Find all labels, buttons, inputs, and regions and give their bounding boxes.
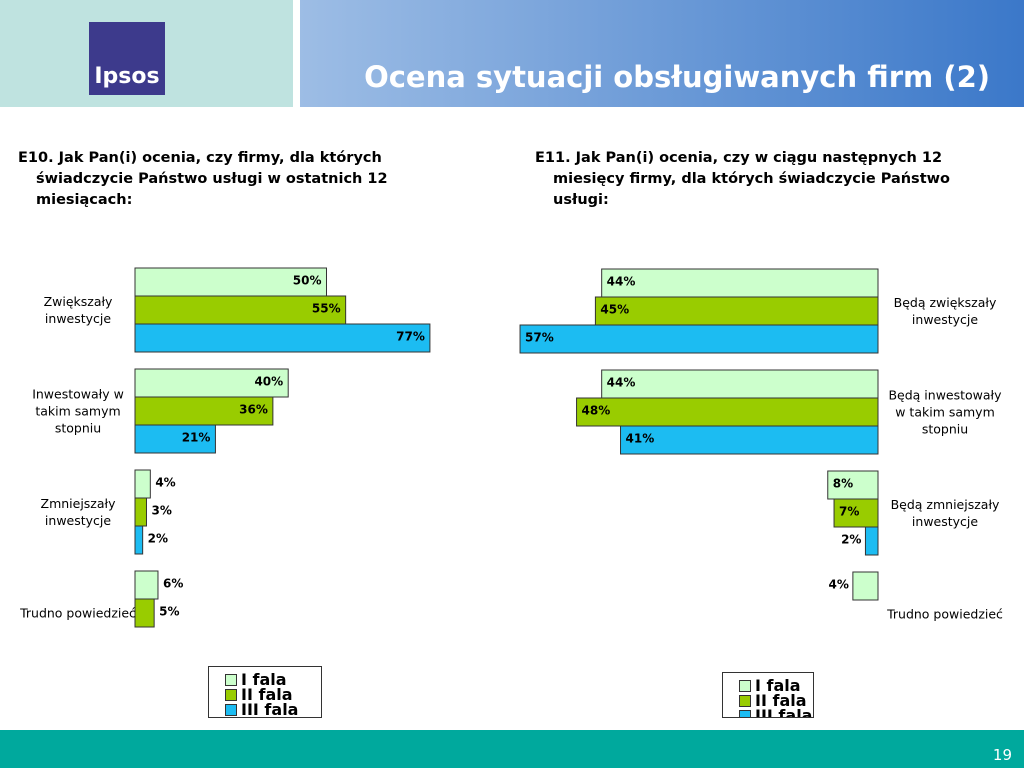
value-label: 3%: [151, 504, 171, 518]
bar: [827, 470, 879, 500]
legend-swatch: [225, 688, 237, 701]
value-label: 77%: [396, 330, 425, 344]
question: E11. Jak Pan(i) ocenia, czy w ciągu nast…: [535, 150, 950, 208]
legend: I fala II fala III fala: [208, 666, 322, 718]
value-label: 50%: [293, 274, 322, 288]
category-label: Zmniejszały inwestycje: [40, 496, 116, 528]
value-label: 7%: [839, 505, 859, 519]
value-label: 41%: [626, 432, 655, 446]
legend-swatch: [225, 703, 237, 716]
legend-label: II fala: [755, 691, 807, 710]
charts: 50% 55% 77% 40% 36% 21% 4% 3% 2% 6% 5% 44% 45% 57% 44%…: [134, 267, 879, 628]
bar: [594, 296, 879, 326]
value-label: 2%: [148, 532, 168, 546]
bar: [134, 469, 151, 499]
bar: [134, 295, 347, 325]
footer: [0, 730, 1024, 768]
category-label: Trudno powiedzieć: [887, 606, 1003, 622]
legend-swatch: [739, 679, 751, 692]
value-label: 6%: [163, 577, 183, 591]
value-label: 36%: [239, 403, 268, 417]
bar: [864, 526, 879, 556]
header-band: [300, 0, 1024, 107]
category-label: Będą zwiększały inwestycje: [893, 295, 997, 327]
bar: [601, 268, 879, 298]
value-label: 8%: [833, 477, 853, 491]
bar: [620, 425, 879, 455]
legend-item: I fala: [225, 670, 321, 689]
legend-label: II fala: [241, 685, 293, 704]
question: E10. Jak Pan(i) ocenia, czy firmy, dla k…: [18, 150, 388, 208]
value-label: 2%: [841, 533, 861, 547]
bar: [134, 267, 327, 297]
legend-item: III fala: [739, 706, 813, 718]
legend-swatch: [739, 694, 751, 707]
value-label: 5%: [159, 605, 179, 619]
bar: [134, 368, 289, 398]
legend-swatch: [739, 709, 751, 717]
value-label: 57%: [525, 331, 554, 345]
slide-title: Ocena sytuacji obsługiwanych firm (2): [364, 60, 990, 94]
legend: I fala II fala III fala: [722, 672, 814, 718]
value-label: 44%: [607, 376, 636, 390]
legend-item: II fala: [225, 685, 321, 704]
bar: [134, 424, 216, 454]
category-label: Zwiększały inwestycje: [43, 294, 113, 326]
bar: [134, 323, 431, 353]
bar: [134, 598, 155, 628]
legend-label: I fala: [755, 676, 801, 695]
value-label: 45%: [600, 303, 629, 317]
value-label: 4%: [829, 578, 849, 592]
bar: [134, 396, 274, 426]
value-label: 48%: [582, 404, 611, 418]
legend-label: I fala: [241, 670, 287, 689]
value-label: 40%: [254, 375, 283, 389]
value-label: 4%: [155, 476, 175, 490]
bar: [519, 324, 879, 354]
bar: [576, 397, 879, 427]
category-label: Będą inwestowały w takim samym stopniu: [888, 387, 1002, 437]
legend-swatch: [225, 673, 237, 686]
category-label: Trudno powiedzieć: [20, 605, 136, 621]
bar: [134, 570, 159, 600]
value-label: 55%: [312, 302, 341, 316]
page-number: 19: [992, 746, 1012, 764]
bar: [833, 498, 879, 528]
logo: Ipsos: [89, 22, 165, 95]
legend-item: I fala: [739, 676, 813, 695]
category-label: Będą zmniejszały inwestycje: [890, 497, 1000, 529]
legend-item: III fala: [225, 702, 321, 717]
legend-label: III fala: [755, 706, 813, 718]
legend-label: III fala: [241, 700, 299, 718]
category-label: Inwestowały w takim samym stopniu: [32, 386, 124, 436]
value-label: 44%: [607, 275, 636, 289]
value-label: 21%: [182, 431, 211, 445]
bar: [134, 525, 144, 555]
bar: [852, 571, 879, 601]
bar: [601, 369, 879, 399]
legend-item: II fala: [739, 691, 813, 710]
